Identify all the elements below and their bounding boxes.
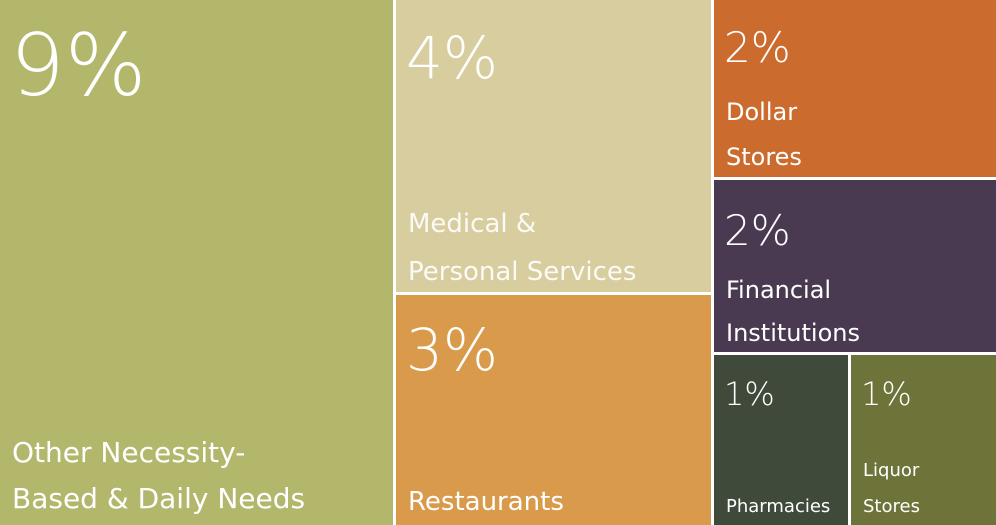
tile: [396, 0, 711, 292]
value-label: 2%: [724, 23, 791, 72]
category-label: Liquor: [863, 460, 920, 481]
value-label: 3%: [406, 316, 498, 384]
tile: [0, 0, 393, 525]
category-label: Restaurants: [408, 487, 564, 517]
category-label: Financial: [726, 276, 831, 304]
tile: [714, 355, 848, 525]
tile: [714, 180, 996, 352]
category-label: Pharmacies: [726, 496, 830, 517]
category-label: Stores: [726, 143, 802, 171]
value-label: 1%: [724, 375, 775, 413]
category-label: Institutions: [726, 319, 860, 347]
category-label: Personal Services: [408, 257, 636, 287]
value-label: 4%: [406, 24, 498, 92]
category-label: Medical &: [408, 209, 536, 239]
value-label: 2%: [724, 206, 791, 255]
tile: [396, 295, 711, 525]
tile: [851, 355, 996, 525]
tile: [714, 0, 996, 177]
category-label: Other Necessity-: [12, 436, 245, 469]
category-label: Dollar: [726, 98, 797, 126]
value-label: 9%: [10, 16, 146, 116]
value-label: 1%: [861, 375, 912, 413]
category-label: Stores: [863, 496, 920, 517]
category-label: Based & Daily Needs: [12, 482, 305, 515]
